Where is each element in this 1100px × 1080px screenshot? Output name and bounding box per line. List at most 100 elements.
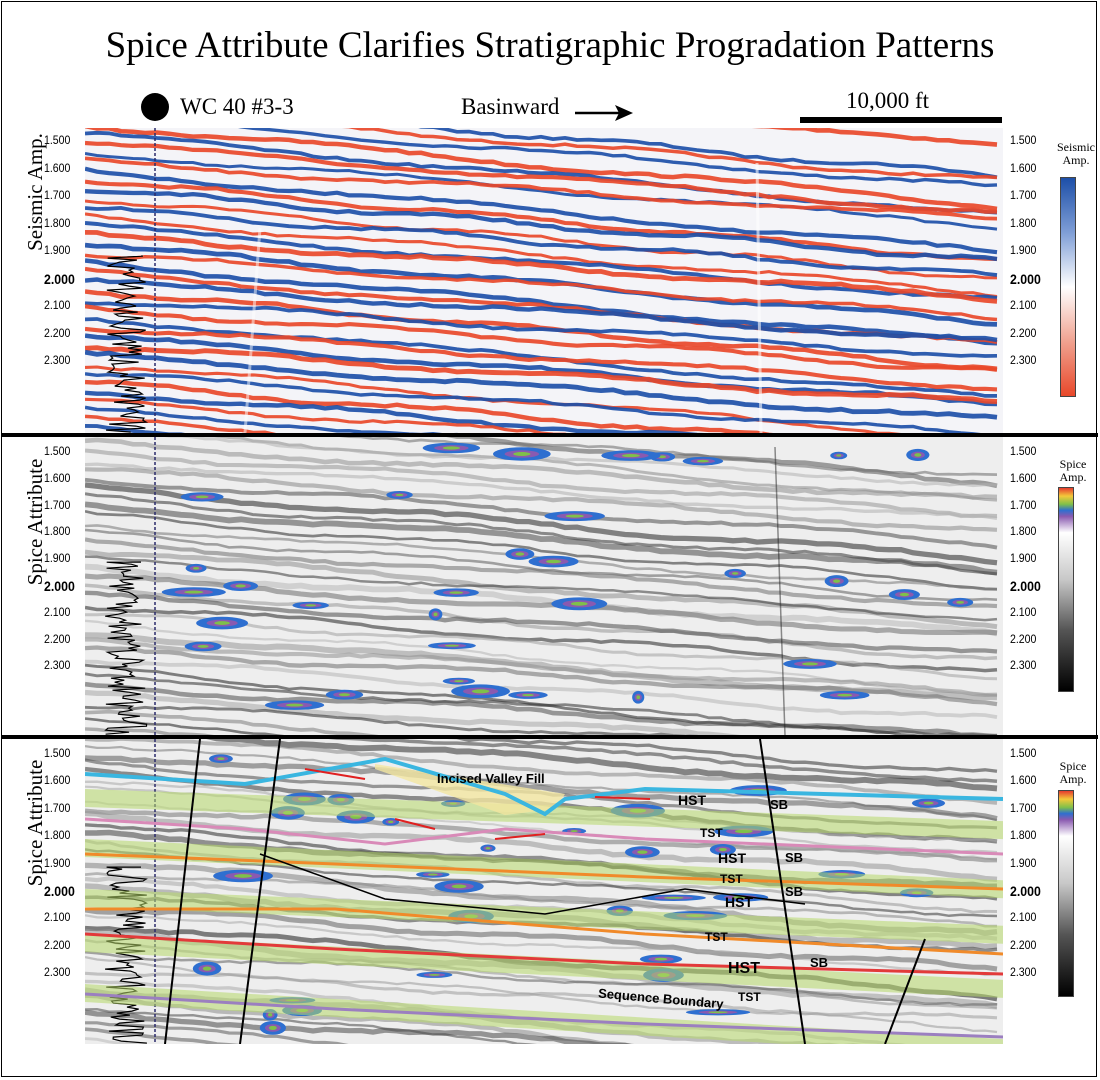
time-tick-label: 2.300 (44, 658, 71, 673)
right-arrow-icon (575, 105, 633, 121)
time-tick-label: 1.700 (44, 497, 71, 512)
time-tick-label: 1.800 (44, 215, 71, 230)
panel-divider (1, 735, 1098, 739)
horizons (85, 756, 1003, 1039)
time-tick-label: 1.500 (1010, 746, 1037, 760)
hst-label: HST (718, 850, 746, 866)
well-label: WC 40 #3-3 (180, 94, 294, 119)
spice-colorbar (1058, 487, 1074, 692)
time-tick-label: 2.100 (1010, 604, 1037, 619)
time-tick-label: 2.000 (44, 883, 75, 899)
time-tick-label: 1.600 (44, 773, 71, 788)
time-tick-label: 2.000 (1010, 578, 1041, 594)
time-tick-label: 2.200 (1010, 631, 1037, 646)
time-tick-label: 1.500 (1010, 133, 1037, 147)
seismic-colorbar (1060, 177, 1076, 397)
time-tick-label: 1.900 (1010, 551, 1037, 566)
well-marker-icon (141, 93, 169, 121)
spice-colorbar (1058, 790, 1074, 997)
incised-valley-label: Incised Valley Fill (437, 771, 545, 786)
red-arrow-icons (304, 768, 651, 840)
time-tick-label: 1.800 (1010, 828, 1037, 843)
spice-reflectors (85, 437, 998, 735)
seismic-section (85, 128, 1003, 433)
time-tick-label: 2.100 (1010, 910, 1037, 925)
time-tick-label: 1.900 (1010, 243, 1037, 257)
well-log-trace (104, 561, 148, 735)
time-tick-label: 1.900 (44, 551, 71, 566)
figure-title: Spice Attribute Clarifies Stratigraphic … (105, 25, 995, 66)
time-tick-label: 1.700 (44, 188, 71, 202)
time-tick-label: 1.700 (1010, 188, 1037, 202)
spice-anomalies (161, 442, 974, 710)
time-tick-label: 2.100 (1010, 298, 1037, 312)
scale-bar (800, 117, 1002, 123)
tst-label: TST (705, 930, 728, 944)
interpreted-spice-panel (85, 739, 1003, 1044)
tst-label: TST (700, 826, 723, 840)
time-tick-label: 2.000 (44, 578, 75, 594)
hst-label: HST (728, 960, 760, 977)
time-tick-label: 1.800 (44, 524, 71, 539)
seismic-reflectors (85, 128, 998, 433)
time-tick-label: 2.000 (44, 270, 75, 287)
time-tick-label: 1.900 (1010, 855, 1037, 870)
time-tick-label: 2.300 (1010, 353, 1037, 367)
colorbar-title: Seismic Amp. (1057, 140, 1095, 167)
time-tick-label: 1.700 (44, 800, 71, 815)
seismic-panel (85, 128, 1003, 433)
time-tick-label: 2.100 (44, 298, 71, 312)
panel-divider (1, 433, 1098, 437)
time-tick-label: 2.200 (44, 937, 71, 952)
sb-label: SB (785, 850, 804, 865)
time-tick-label: 1.500 (44, 444, 71, 458)
well-log-trace (106, 255, 149, 433)
time-tick-label: 1.500 (1010, 444, 1037, 458)
tst-label: TST (738, 990, 761, 1004)
spice-section (85, 437, 1003, 735)
time-tick-label: 2.300 (44, 353, 71, 367)
interpreted-spice-section (85, 739, 1003, 1044)
time-tick-label: 2.300 (1010, 658, 1037, 673)
time-tick-label: 1.500 (44, 746, 71, 760)
time-tick-label: 1.700 (1010, 800, 1037, 815)
tst-label: TST (720, 872, 743, 886)
panel-label-spice: Spice Attribute (23, 759, 47, 887)
faults (164, 739, 926, 1044)
direction-label: Basinward (461, 94, 560, 119)
time-tick-label: 2.200 (1010, 325, 1037, 340)
colorbar-title: Spice Amp. (1059, 457, 1087, 484)
sb-label: SB (810, 955, 829, 970)
time-tick-label: 1.600 (1010, 470, 1037, 485)
time-tick-label: 1.800 (1010, 524, 1037, 539)
sb-label: SB (770, 797, 789, 812)
time-tick-label: 1.700 (1010, 497, 1037, 512)
time-tick-label: 2.300 (44, 965, 71, 980)
time-tick-label: 2.200 (1010, 937, 1037, 952)
time-tick-label: 2.000 (1010, 270, 1041, 287)
time-tick-label: 2.000 (1010, 883, 1041, 899)
time-tick-label: 1.900 (44, 243, 71, 257)
time-tick-label: 1.600 (1010, 160, 1037, 175)
time-tick-label: 1.900 (44, 855, 71, 870)
downlap-arrows (259, 853, 806, 915)
time-tick-label: 1.600 (1010, 773, 1037, 788)
time-tick-label: 1.500 (44, 133, 71, 147)
colorbar-title: Spice Amp. (1059, 759, 1087, 786)
time-tick-label: 2.200 (44, 325, 71, 340)
spice-panel (85, 437, 1003, 735)
time-tick-label: 2.300 (1010, 965, 1037, 980)
hst-label: HST (725, 894, 753, 910)
panel-label-spice: Spice Attribute (23, 458, 47, 586)
time-tick-label: 1.800 (1010, 215, 1037, 230)
scale-bar-label: 10,000 ft (846, 88, 930, 113)
time-tick-label: 2.200 (44, 631, 71, 646)
hst-label: HST (678, 792, 706, 808)
time-tick-label: 2.100 (44, 910, 71, 925)
time-tick-label: 1.600 (44, 470, 71, 485)
time-tick-label: 1.600 (44, 160, 71, 175)
sb-label: SB (785, 884, 804, 899)
time-tick-label: 2.100 (44, 604, 71, 619)
time-tick-label: 1.800 (44, 828, 71, 843)
